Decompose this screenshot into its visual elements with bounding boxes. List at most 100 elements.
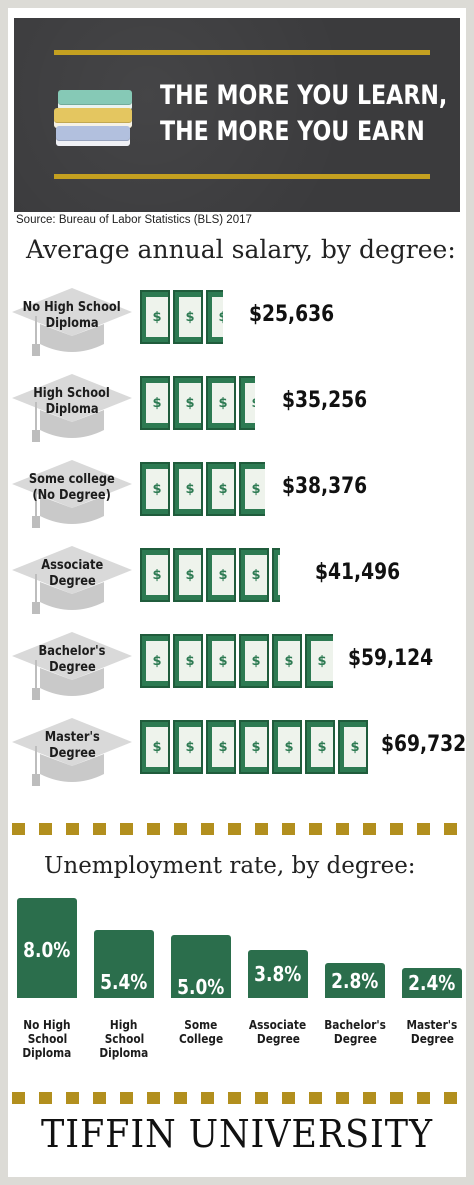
category-label-line: Some college — [29, 472, 115, 487]
category-label-line: Diploma — [45, 402, 99, 417]
dollar-bill-icon: $ — [173, 720, 203, 774]
dollar-bill-icon: $ — [173, 376, 203, 430]
divider-dash — [417, 1092, 430, 1104]
unemployment-bar: 5.0% — [171, 935, 231, 999]
divider-dash — [228, 1092, 241, 1104]
dollar-bill-icon: $ — [239, 634, 269, 688]
unemployment-section-title: Unemployment rate, by degree: — [44, 853, 416, 879]
divider-dash — [390, 1092, 403, 1104]
category-label-line: Bachelor's — [38, 644, 106, 659]
divider-dash — [336, 823, 349, 835]
unemployment-category-label: High School Diploma — [85, 1018, 163, 1060]
dotted-divider — [8, 823, 466, 835]
category-label-line: (No Degree) — [32, 488, 112, 503]
category-label-line: High — [110, 1018, 138, 1032]
graduation-cap-icon — [12, 374, 132, 442]
dollar-bill-icon: $ — [206, 634, 236, 688]
dollar-bill-icon: $ — [173, 290, 203, 344]
dollar-bill-icon: $ — [206, 462, 236, 516]
salary-value: $38,376 — [282, 474, 368, 499]
divider-dash — [336, 1092, 349, 1104]
graduation-cap-icon — [12, 288, 132, 356]
category-label-line: Degree — [48, 574, 96, 589]
divider-dash — [174, 1092, 187, 1104]
dollar-bill-icon: $ — [140, 720, 170, 774]
divider-dash — [12, 1092, 25, 1104]
salary-category-label: No High School Diploma — [10, 300, 134, 332]
category-label-line: Degree — [48, 746, 96, 761]
salary-category-label: Some college (No Degree) — [10, 472, 134, 504]
dollar-bill-icon: $ — [338, 720, 368, 774]
footer-text: TIFFIN UNIVERSITY — [41, 1112, 433, 1156]
dollar-bill-icon: $ — [206, 376, 236, 430]
divider-dash — [39, 823, 52, 835]
salary-value: $41,496 — [315, 560, 401, 585]
unemployment-category-label: Master's Degree — [393, 1018, 471, 1046]
unemployment-bar: 3.8% — [248, 950, 308, 998]
unemployment-value: 3.8% — [254, 962, 302, 986]
category-label-line: Master's — [44, 730, 100, 745]
unemployment-value: 8.0% — [23, 938, 71, 962]
category-label-line: Degree — [333, 1032, 377, 1046]
chalkboard-banner: THE MORE YOU LEARN, THE MORE YOU EARN — [14, 18, 460, 212]
dollar-bill-icon: $ — [239, 548, 269, 602]
divider-dash — [201, 1092, 214, 1104]
divider-dash — [120, 823, 133, 835]
divider-dash — [147, 823, 160, 835]
category-label-line: Degree — [256, 1032, 300, 1046]
dollar-bill-icon: $ — [140, 376, 170, 430]
dollar-bill-icon: $ — [272, 720, 302, 774]
graduation-cap-icon — [12, 546, 132, 614]
divider-dash — [174, 823, 187, 835]
divider-dash — [147, 1092, 160, 1104]
divider-dash — [201, 823, 214, 835]
divider-dash — [93, 823, 106, 835]
divider-dash — [390, 823, 403, 835]
dollar-bill-icon: $ — [239, 376, 255, 430]
salary-section-title: Average annual salary, by degree: — [26, 235, 456, 264]
divider-dash — [12, 823, 25, 835]
salary-value: $69,732 — [381, 732, 467, 757]
divider-dash — [255, 823, 268, 835]
divider-dash — [444, 1092, 457, 1104]
book-icon — [58, 90, 132, 110]
unemployment-category-label: No High School Diploma — [8, 1018, 86, 1060]
dollar-bill-icon: $ — [140, 634, 170, 688]
unemployment-category-label: Associate Degree — [239, 1018, 317, 1046]
divider-dash — [228, 823, 241, 835]
unemployment-bar: 2.8% — [325, 963, 385, 998]
source-note: Source: Bureau of Labor Statistics (BLS)… — [16, 214, 252, 226]
dollar-bill-icon: $ — [140, 462, 170, 516]
dollar-bill-icon: $ — [140, 548, 170, 602]
divider-dash — [66, 1092, 79, 1104]
banner-title-line2: THE MORE YOU EARN — [160, 116, 425, 147]
category-label-line: School — [104, 1032, 144, 1046]
book-icon — [56, 126, 130, 146]
dollar-bill-icon: $ — [305, 634, 333, 688]
unemployment-bar: 5.4% — [94, 930, 154, 998]
dollar-bill-icon: $ — [239, 720, 269, 774]
unemployment-category-label: Bachelor's Degree — [316, 1018, 394, 1046]
category-label-line: Diploma — [99, 1046, 149, 1060]
dollar-bill-icon: $ — [206, 290, 223, 344]
divider-dash — [363, 1092, 376, 1104]
category-label-line: High School — [33, 386, 111, 401]
divider-dash — [39, 1092, 52, 1104]
divider-dash — [417, 823, 430, 835]
divider-dash — [363, 823, 376, 835]
category-label-line: No High — [23, 1018, 71, 1032]
salary-category-label: Master's Degree — [10, 730, 134, 762]
category-label-line: Associate — [41, 558, 103, 573]
divider-dash — [120, 1092, 133, 1104]
dollar-bill-icon: $ — [305, 720, 335, 774]
category-label-line: School — [27, 1032, 67, 1046]
divider-dash — [93, 1092, 106, 1104]
category-label-line: Bachelor's — [324, 1018, 386, 1032]
salary-value: $35,256 — [282, 388, 368, 413]
category-label-line: Degree — [410, 1032, 454, 1046]
salary-category-label: Bachelor's Degree — [10, 644, 134, 676]
unemployment-bar: 8.0% — [17, 898, 77, 998]
divider-dash — [282, 823, 295, 835]
dollar-bill-icon: $ — [206, 548, 236, 602]
graduation-cap-icon — [12, 718, 132, 786]
